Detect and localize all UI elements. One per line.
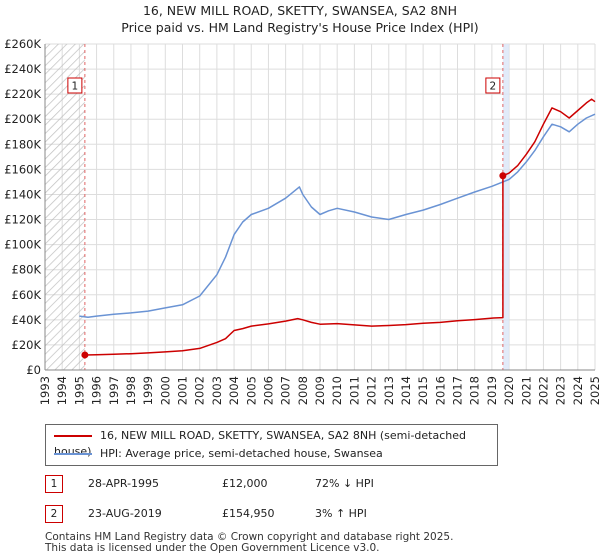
x-tick-label: 1995 <box>72 376 86 405</box>
event-label-box <box>485 77 501 94</box>
footer-copyright: Contains HM Land Registry data © Crown c… <box>45 531 454 543</box>
x-tick-label: 2015 <box>416 376 430 405</box>
x-tick-label: 1999 <box>141 376 155 405</box>
sale-point <box>81 351 89 359</box>
event-label: 2 <box>490 81 497 93</box>
x-tick-label: 2018 <box>468 376 482 405</box>
y-tick-label: £180K <box>4 137 41 151</box>
pre-sale-hatch <box>45 44 85 370</box>
property-price-line <box>84 98 596 356</box>
y-tick-label: £40K <box>12 313 42 327</box>
event-badge: 1 <box>45 475 63 493</box>
y-tick-label: £160K <box>4 162 41 176</box>
legend-swatch-property <box>54 435 92 437</box>
x-tick-label: 1998 <box>124 376 138 405</box>
legend-entry-property: 16, NEW MILL ROAD, SKETTY, SWANSEA, SA2 … <box>54 428 497 458</box>
y-tick-label: £200K <box>4 112 41 126</box>
x-tick-label: 2003 <box>210 376 224 405</box>
legend: 16, NEW MILL ROAD, SKETTY, SWANSEA, SA2 … <box>45 424 498 466</box>
event-price: £154,950 <box>222 507 275 520</box>
x-tick-label: 2013 <box>382 376 396 405</box>
event-badge: 2 <box>45 505 63 523</box>
x-tick-label: 2008 <box>296 376 310 405</box>
sale-point <box>499 172 507 180</box>
x-tick-label: 2011 <box>347 376 361 405</box>
x-tick-label: 2023 <box>554 376 568 405</box>
x-tick-label: 2009 <box>313 376 327 405</box>
x-tick-label: 1994 <box>55 376 69 405</box>
x-tick-label: 2021 <box>519 376 533 405</box>
x-tick-label: 2012 <box>365 376 379 405</box>
x-tick-label: 2000 <box>158 376 172 405</box>
x-tick-label: 2024 <box>571 376 585 405</box>
x-tick-label: 1997 <box>107 376 121 405</box>
y-tick-label: £100K <box>4 238 41 252</box>
x-tick-label: 2017 <box>451 376 465 405</box>
event-label-box <box>67 77 83 94</box>
x-tick-label: 2016 <box>433 376 447 405</box>
x-tick-label: 2025 <box>588 376 600 405</box>
x-tick-label: 2022 <box>536 376 550 405</box>
chart-title: 16, NEW MILL ROAD, SKETTY, SWANSEA, SA2 … <box>142 3 458 18</box>
x-tick-label: 2004 <box>227 376 241 405</box>
legend-entry-hpi: HPI: Average price, semi-detached house,… <box>54 446 383 462</box>
y-tick-label: £0 <box>26 363 41 377</box>
x-tick-label: 2006 <box>261 376 275 405</box>
event-date: 23-AUG-2019 <box>88 507 162 520</box>
y-tick-label: £260K <box>4 37 41 51</box>
y-tick-label: £20K <box>12 338 42 352</box>
x-tick-label: 2019 <box>485 376 499 405</box>
x-tick-label: 2001 <box>176 376 190 405</box>
y-tick-label: £120K <box>4 213 41 227</box>
legend-swatch-hpi <box>54 453 92 455</box>
x-tick-label: 2020 <box>502 376 516 405</box>
x-tick-label: 2002 <box>193 376 207 405</box>
x-tick-label: 1996 <box>90 376 104 405</box>
x-tick-label: 1993 <box>38 376 52 405</box>
event-label: 1 <box>72 81 79 93</box>
event-row: 1 28-APR-1995 £12,000 72% ↓ HPI <box>45 475 485 493</box>
chart-subtitle: Price paid vs. HM Land Registry's House … <box>121 20 479 35</box>
sale-highlight-band <box>502 44 510 370</box>
y-tick-label: £80K <box>12 263 42 277</box>
legend-label-hpi: HPI: Average price, semi-detached house,… <box>100 447 383 460</box>
event-row: 2 23-AUG-2019 £154,950 3% ↑ HPI <box>45 505 485 523</box>
event-hpi-delta: 72% ↓ HPI <box>315 477 374 490</box>
event-hpi-delta: 3% ↑ HPI <box>315 507 367 520</box>
y-tick-label: £240K <box>4 62 41 76</box>
x-tick-label: 2010 <box>330 376 344 405</box>
event-date: 28-APR-1995 <box>88 477 160 490</box>
x-tick-label: 2005 <box>244 376 258 405</box>
event-price: £12,000 <box>222 477 268 490</box>
x-tick-label: 2014 <box>399 376 413 405</box>
y-tick-label: £220K <box>4 87 41 101</box>
x-tick-label: 2007 <box>279 376 293 405</box>
hpi-line <box>79 113 596 319</box>
footer-licence: This data is licensed under the Open Gov… <box>45 542 380 554</box>
y-tick-label: £60K <box>12 288 42 302</box>
y-tick-label: £140K <box>4 187 41 201</box>
